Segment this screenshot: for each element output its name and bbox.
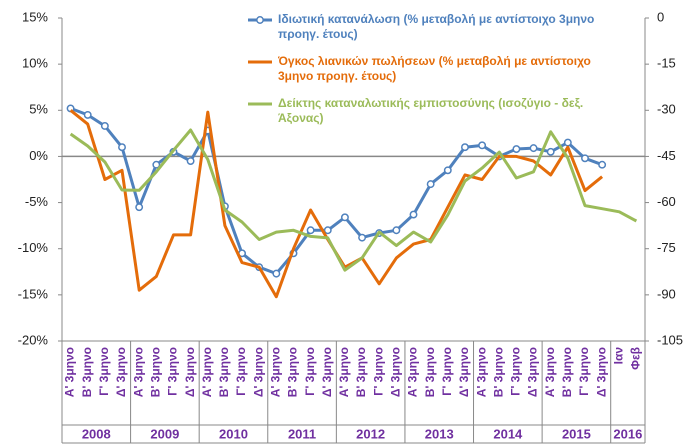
y2-tick-label: -15	[657, 56, 676, 71]
x-tick-label: Δ' 3μηνο	[114, 347, 128, 397]
year-label: 2016	[613, 426, 642, 441]
x-tick-label: Δ' 3μηνο	[457, 347, 471, 397]
series-line	[69, 128, 638, 272]
x-tick-label: Α' 3μηνο	[337, 347, 351, 397]
x-tick-label: Β' 3μηνο	[423, 347, 437, 397]
x-tick-label: Δ' 3μηνο	[389, 347, 403, 397]
x-tick-label: Α' 3μηνο	[474, 347, 488, 397]
x-tick-label: Α' 3μηνο	[131, 347, 145, 397]
point	[461, 143, 469, 152]
point	[135, 203, 144, 212]
x-tick-label: Β' 3μηνο	[148, 347, 162, 397]
legend-entry: Δείκτης καταναλωτικής εμπιστοσύνης (ισοζ…	[278, 96, 584, 125]
y-tick-label: -10%	[18, 240, 49, 255]
year-label: 2014	[493, 426, 523, 441]
point	[323, 226, 332, 235]
year-label: 2010	[219, 426, 248, 441]
x-tick-label: Δ' 3μηνο	[251, 347, 265, 397]
y2-tick-label: -90	[657, 286, 676, 301]
x-tick-label: Φεβ	[629, 347, 643, 370]
point	[100, 122, 109, 130]
y-tick-label: 10%	[22, 56, 48, 71]
x-tick-label: Γ' 3μηνο	[577, 347, 591, 396]
year-label: 2013	[425, 426, 454, 441]
y2-tick-label: 0	[657, 9, 664, 24]
y2-tick-label: -105	[657, 332, 683, 347]
series-line	[70, 106, 603, 276]
x-tick-label: Ιαν	[611, 347, 625, 365]
x-tick-label: Β' 3μηνο	[286, 347, 300, 397]
x-tick-label: Γ' 3μηνο	[234, 347, 248, 396]
y2-tick-label: -30	[657, 102, 676, 117]
point	[426, 180, 435, 189]
point	[563, 138, 572, 147]
year-label: 2008	[82, 426, 111, 441]
legend-label: Όγκος λιανικών πωλήσεων (% μεταβολή με α…	[278, 54, 591, 83]
point	[581, 154, 589, 163]
x-tick-label: Δ' 3μηνο	[526, 347, 540, 397]
year-label: 2009	[150, 426, 179, 441]
x-tick-label: Α' 3μηνο	[200, 347, 214, 397]
point	[306, 226, 315, 235]
x-tick-label: Γ' 3μηνο	[371, 347, 385, 396]
year-label: 2015	[562, 426, 591, 441]
point	[409, 210, 418, 219]
point	[152, 160, 161, 169]
point	[512, 145, 521, 153]
x-tick-label: Α' 3μηνο	[543, 347, 557, 397]
point	[340, 213, 349, 222]
x-tick-label: Δ' 3μηνο	[183, 347, 197, 397]
x-tick-label: Γ' 3μηνο	[509, 347, 523, 396]
y2-tick-label: -75	[657, 240, 676, 255]
point	[272, 269, 281, 278]
series-line	[69, 109, 604, 299]
y-tick-label: -5%	[25, 194, 49, 209]
x-tick-label: Β' 3μηνο	[217, 347, 231, 397]
legend-entry: Ιδιωτική κατανάλωση (% μεταβολή με αντίσ…	[278, 12, 595, 41]
year-label: 2011	[288, 426, 316, 441]
year-label: 2012	[356, 426, 385, 441]
x-tick-label: Β' 3μηνο	[560, 347, 574, 397]
x-tick-label: Α' 3μηνο	[63, 347, 77, 397]
x-tick-label: Δ' 3μηνο	[594, 347, 608, 397]
y2-tick-label: -45	[657, 148, 676, 163]
point	[83, 110, 92, 119]
x-tick-label: Α' 3μηνο	[269, 347, 283, 397]
point	[118, 143, 126, 152]
point	[443, 166, 452, 175]
x-tick-label: Γ' 3μηνο	[97, 347, 111, 396]
point	[392, 226, 401, 235]
y2-tick-label: -60	[657, 194, 676, 209]
x-tick-label: Β' 3μηνο	[80, 347, 94, 397]
y-tick-label: 5%	[29, 102, 48, 117]
y-tick-label: 0%	[29, 148, 48, 163]
y-tick-label: -15%	[18, 286, 49, 301]
point	[358, 233, 367, 242]
x-tick-label: Β' 3μηνο	[491, 347, 505, 397]
legend-marker	[256, 16, 264, 24]
legend-label: Ιδιωτική κατανάλωση (% μεταβολή με αντίσ…	[278, 12, 595, 41]
point	[478, 141, 487, 150]
legend-entry: Όγκος λιανικών πωλήσεων (% μεταβολή με α…	[278, 54, 591, 83]
legend-label: Δείκτης καταναλωτικής εμπιστοσύνης (ισοζ…	[278, 96, 584, 125]
y-tick-label: -20%	[18, 332, 49, 347]
x-tick-label: Δ' 3μηνο	[320, 347, 334, 397]
x-tick-label: Β' 3μηνο	[354, 347, 368, 397]
point	[546, 147, 555, 156]
x-tick-label: Γ' 3μηνο	[440, 347, 454, 396]
point	[598, 160, 607, 169]
y-tick-label: 15%	[22, 9, 48, 24]
x-tick-label: Α' 3μηνο	[406, 347, 420, 397]
point	[186, 157, 195, 165]
x-tick-label: Γ' 3μηνο	[166, 347, 180, 396]
point	[529, 144, 538, 153]
x-tick-label: Γ' 3μηνο	[303, 347, 317, 396]
